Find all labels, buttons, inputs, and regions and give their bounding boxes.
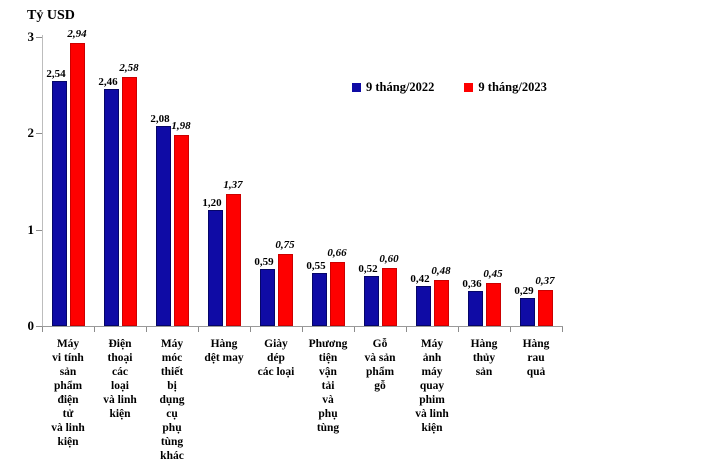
category-label-9: Hàng thủy sản bbox=[470, 338, 498, 378]
category-label-2: Điện thoại các loại và linh kiện bbox=[103, 338, 137, 420]
legend-swatch-2023 bbox=[464, 83, 474, 92]
x-tick bbox=[354, 327, 355, 332]
y-tick bbox=[36, 37, 42, 38]
value-label-2022-10: 0,29 bbox=[514, 285, 534, 297]
value-label-2023-4: 1,37 bbox=[223, 179, 243, 191]
value-label-2022-6: 0,55 bbox=[306, 260, 326, 272]
category-label-10: Hàng rau quả bbox=[522, 338, 550, 378]
x-tick bbox=[42, 327, 43, 332]
bar-2022-10 bbox=[519, 298, 535, 326]
legend: 9 tháng/2022 9 tháng/2023 bbox=[352, 80, 547, 95]
bar-2022-2 bbox=[103, 89, 119, 326]
y-tick-label: 3 bbox=[27, 29, 35, 44]
x-tick bbox=[562, 327, 563, 332]
bar-2023-8 bbox=[433, 280, 449, 326]
value-label-2023-5: 0,75 bbox=[275, 239, 295, 251]
legend-label-2023: 9 tháng/2023 bbox=[478, 80, 547, 94]
value-label-2022-4: 1,20 bbox=[202, 197, 222, 209]
bar-2023-3 bbox=[173, 135, 189, 326]
y-axis-title: Tỷ USD bbox=[27, 8, 75, 23]
x-tick bbox=[510, 327, 511, 332]
category-label-8: Máy ảnh máy quay phim và linh kiện bbox=[415, 338, 449, 434]
category-label-1: Máy vi tính sản phẩm điện tử và linh kiệ… bbox=[51, 338, 85, 448]
x-tick bbox=[198, 327, 199, 332]
bar-2023-10 bbox=[537, 290, 553, 326]
y-tick-label: 0 bbox=[27, 318, 35, 333]
bar-2022-4 bbox=[207, 210, 223, 326]
x-tick bbox=[458, 327, 459, 332]
value-label-2023-1: 2,94 bbox=[67, 28, 87, 40]
category-label-6: Phương tiện vận tải và phụ tùng bbox=[308, 338, 348, 434]
x-axis-line bbox=[42, 326, 563, 327]
category-label-7: Gỗ và sản phẩm gỗ bbox=[364, 338, 396, 392]
x-tick bbox=[302, 327, 303, 332]
value-label-2023-3: 1,98 bbox=[171, 120, 191, 132]
value-label-2023-6: 0,66 bbox=[327, 247, 347, 259]
y-tick bbox=[36, 133, 42, 135]
value-label-2022-9: 0,36 bbox=[462, 278, 482, 290]
category-label-4: Hàng dệt may bbox=[204, 338, 244, 364]
bar-2022-1 bbox=[51, 81, 67, 326]
y-tick-label: 2 bbox=[27, 125, 35, 141]
bar-2023-2 bbox=[121, 77, 137, 326]
plot-area: 2,54 2,94 2,46 2,58 2,08 1,98 1,20 1,37 0,59 0,75… bbox=[36, 28, 563, 332]
value-label-2022-5: 0,59 bbox=[254, 256, 274, 268]
bar-2022-3 bbox=[155, 126, 171, 326]
value-label-2023-10: 0,37 bbox=[535, 275, 555, 287]
value-label-2023-9: 0,45 bbox=[483, 268, 503, 280]
value-label-2022-7: 0,52 bbox=[358, 263, 378, 275]
x-tick bbox=[146, 327, 147, 332]
bar-2023-7 bbox=[381, 268, 397, 326]
bar-2023-1 bbox=[69, 43, 85, 326]
x-tick bbox=[406, 327, 407, 332]
bar-2023-9 bbox=[485, 283, 501, 326]
category-label-5: Giày dép các loại bbox=[257, 338, 295, 378]
category-label-3: Máy móc thiết bị dụng cụ phụ tùng khác bbox=[159, 338, 185, 462]
legend-item-2023: 9 tháng/2023 bbox=[464, 80, 547, 95]
value-label-2023-8: 0,48 bbox=[431, 265, 451, 277]
legend-swatch-2022 bbox=[352, 83, 361, 92]
y-tick bbox=[36, 326, 42, 327]
value-label-2022-1: 2,54 bbox=[46, 68, 66, 80]
y-tick bbox=[36, 229, 42, 231]
bar-2022-9 bbox=[467, 291, 483, 326]
bar-2023-4 bbox=[225, 194, 241, 326]
bar-2022-5 bbox=[259, 269, 275, 326]
value-label-2023-2: 2,58 bbox=[119, 62, 139, 74]
bar-2023-6 bbox=[329, 262, 345, 326]
x-tick bbox=[250, 327, 251, 332]
x-tick bbox=[94, 327, 95, 332]
bar-2022-6 bbox=[311, 273, 327, 326]
value-label-2023-7: 0,60 bbox=[379, 253, 399, 265]
value-label-2022-3: 2,08 bbox=[150, 113, 170, 125]
legend-label-2022: 9 tháng/2022 bbox=[366, 80, 435, 94]
value-label-2022-2: 2,46 bbox=[98, 76, 118, 88]
legend-item-2022: 9 tháng/2022 bbox=[352, 80, 434, 95]
value-label-2022-8: 0,42 bbox=[410, 273, 430, 285]
bar-2022-8 bbox=[415, 286, 431, 326]
y-axis-line bbox=[42, 35, 43, 327]
bar-2022-7 bbox=[363, 276, 379, 326]
bar-2023-5 bbox=[277, 254, 293, 326]
y-tick-label: 1 bbox=[27, 221, 35, 237]
